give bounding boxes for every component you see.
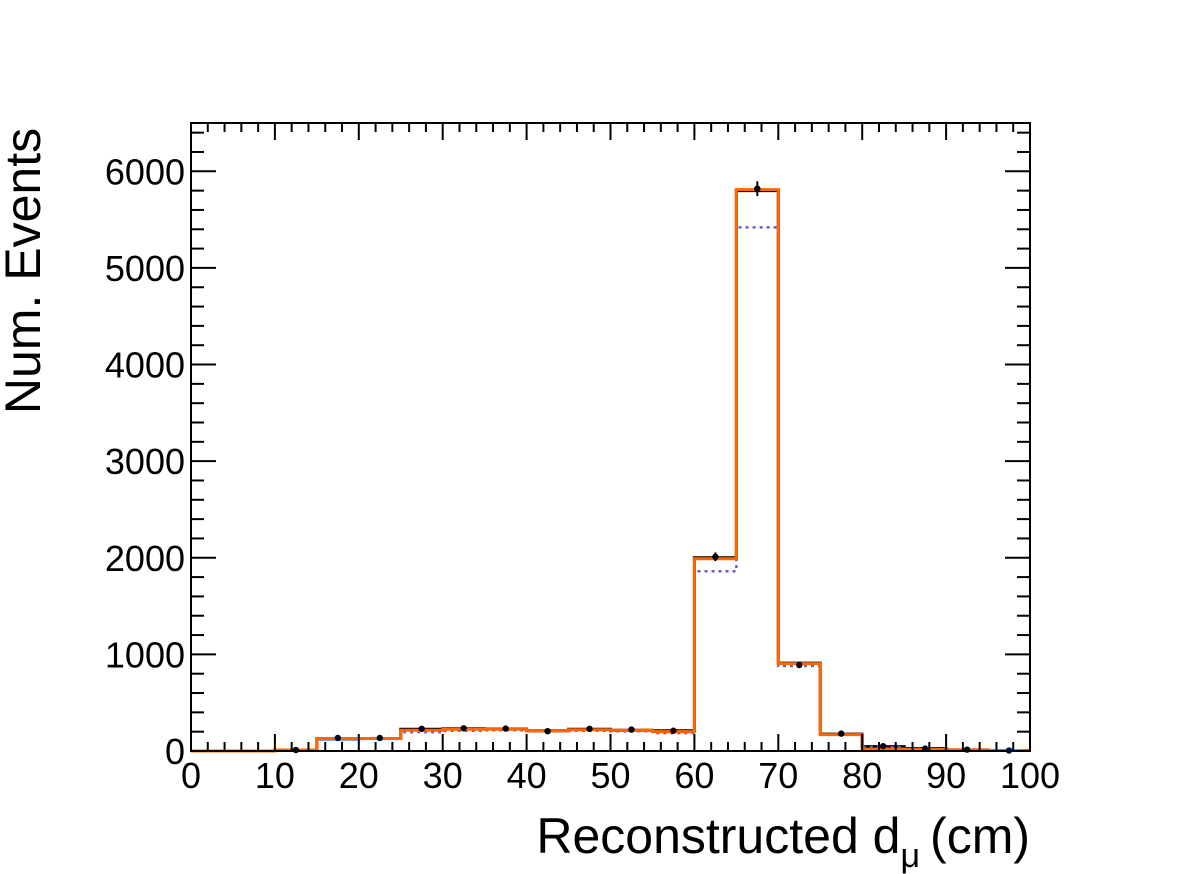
data-point <box>879 742 887 750</box>
x-tick-label: 90 <box>926 755 966 796</box>
series-step-orange <box>191 188 1030 753</box>
x-axis-title-main: Reconstructed d <box>536 808 900 864</box>
y-tick-label: 4000 <box>105 345 185 386</box>
y-tick-label: 6000 <box>105 151 185 192</box>
data-point <box>460 725 467 732</box>
y-tick-label: 1000 <box>105 634 185 675</box>
data-point <box>334 734 342 742</box>
histogram-layer <box>191 181 1030 754</box>
data-point <box>796 661 803 669</box>
data-point <box>502 725 509 732</box>
x-axis-title-unit: (cm) <box>930 808 1030 864</box>
y-tick-label: 3000 <box>105 441 185 482</box>
y-tick-label: 0 <box>165 731 185 772</box>
x-tick-label: 40 <box>507 755 547 796</box>
x-axis-title: Reconstructed dμ (cm) <box>536 808 1030 874</box>
data-point <box>418 725 425 732</box>
x-tick-label: 10 <box>255 755 295 796</box>
axis-ticks <box>190 123 1031 752</box>
data-point <box>586 725 593 732</box>
x-tick-label: 20 <box>339 755 379 796</box>
x-tick-label: 70 <box>758 755 798 796</box>
series-points <box>292 181 1013 754</box>
x-tick-label: 0 <box>181 755 201 796</box>
y-axis-title: Num. Events <box>0 128 51 414</box>
tick-labels: 0 10 20 30 40 50 60 70 80 90 100010002000300040005… <box>105 151 1060 796</box>
data-point <box>754 185 761 192</box>
data-point <box>712 553 719 561</box>
plot-frame <box>190 122 1031 752</box>
series-dotted-step <box>191 226 1030 753</box>
y-tick-label: 2000 <box>105 538 185 579</box>
data-point <box>670 727 677 734</box>
x-tick-label: 30 <box>423 755 463 796</box>
x-tick-label: 50 <box>590 755 630 796</box>
series-step-black <box>191 189 1030 753</box>
x-axis-title-subscript: μ <box>900 837 920 874</box>
y-tick-label: 5000 <box>105 248 185 289</box>
data-point <box>376 734 383 742</box>
data-point <box>544 727 551 735</box>
data-point <box>628 726 635 733</box>
x-tick-label: 100 <box>1000 755 1060 796</box>
x-tick-label: 60 <box>674 755 714 796</box>
data-point <box>838 730 845 737</box>
x-tick-label: 80 <box>842 755 882 796</box>
